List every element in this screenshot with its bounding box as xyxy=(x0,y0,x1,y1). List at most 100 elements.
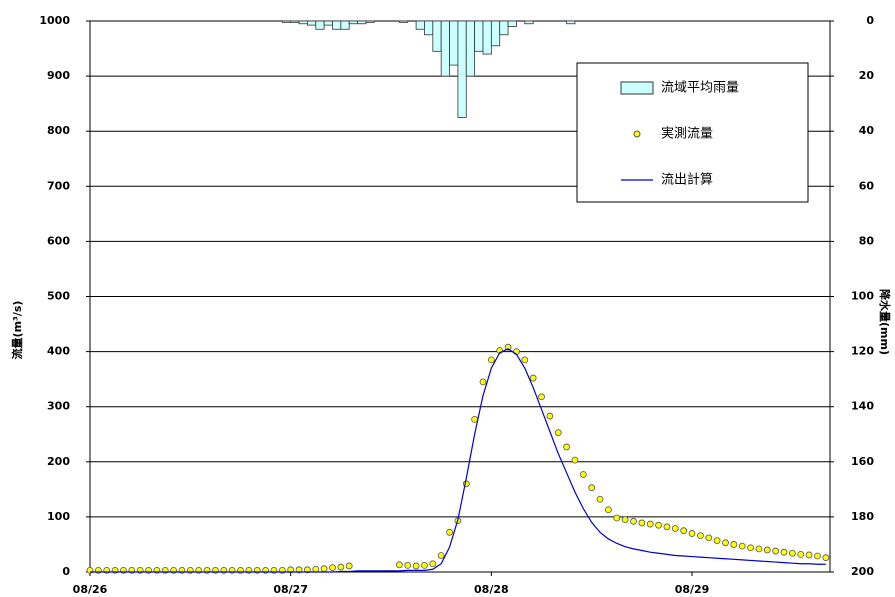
rain-bar xyxy=(415,20,425,30)
rain-bar xyxy=(449,20,459,66)
y-tick-label: 200 xyxy=(47,455,70,468)
obs-point xyxy=(337,563,345,571)
obs-point xyxy=(437,552,445,559)
y-axis-label: 流量(m³/s) xyxy=(10,301,24,360)
obs-point xyxy=(429,560,437,568)
y-tick-label: 300 xyxy=(47,400,70,413)
y2-tick-label: 120 xyxy=(851,345,874,358)
y-tick-label: 500 xyxy=(47,290,70,303)
y-tick-label: 400 xyxy=(47,345,70,358)
obs-point xyxy=(738,542,746,550)
y-tick-label: 900 xyxy=(47,69,70,82)
legend-box xyxy=(576,62,809,203)
obs-point xyxy=(655,521,662,529)
obs-point xyxy=(755,545,763,553)
rain-bar xyxy=(507,20,517,27)
obs-point xyxy=(688,530,696,537)
y-tick-label: 0 xyxy=(62,565,70,578)
rain-bar xyxy=(482,20,492,55)
y2-tick-label: 180 xyxy=(851,510,874,523)
x-tick-label: 08/26 xyxy=(73,583,108,596)
obs-point xyxy=(805,551,813,559)
obs-point xyxy=(763,546,771,554)
y2-axis-label: 降水量(mm) xyxy=(878,289,892,355)
obs-point xyxy=(304,566,311,574)
rain-bar xyxy=(348,20,358,25)
obs-point xyxy=(630,517,637,525)
obs-point xyxy=(797,550,805,558)
obs-point xyxy=(814,552,821,560)
obs-point xyxy=(329,564,336,571)
obs-point xyxy=(696,532,704,540)
obs-point xyxy=(663,523,671,531)
obs-point xyxy=(705,534,713,542)
rain-bar xyxy=(365,20,375,23)
obs-point xyxy=(479,378,487,386)
x-tick-label: 08/27 xyxy=(273,583,308,596)
rain-bar xyxy=(357,20,367,25)
obs-point xyxy=(730,541,738,548)
x-tick-label: 08/29 xyxy=(675,583,710,596)
obs-point xyxy=(295,566,303,574)
obs-point xyxy=(596,495,604,503)
rain-bar xyxy=(499,20,509,36)
obs-point xyxy=(621,516,629,524)
y2-tick-label: 0 xyxy=(866,14,874,27)
rain-bar xyxy=(290,20,300,23)
rain-bar xyxy=(340,20,350,30)
y-tick-label: 100 xyxy=(47,510,70,523)
rain-bar xyxy=(457,20,467,118)
obs-point xyxy=(529,374,537,382)
obs-point xyxy=(487,356,495,364)
obs-point xyxy=(638,519,646,527)
rain-bar xyxy=(281,20,292,23)
rain-bar xyxy=(307,20,317,26)
obs-point xyxy=(320,565,328,573)
rain-bar xyxy=(465,20,476,77)
obs-point xyxy=(646,520,654,528)
y2-tick-label: 200 xyxy=(851,565,874,578)
rain-bar xyxy=(323,20,333,26)
obs-point xyxy=(345,562,353,570)
legend-label: 流域平均雨量 xyxy=(661,81,739,96)
obs-point xyxy=(312,565,320,573)
legend-swatch xyxy=(633,130,641,138)
obs-point xyxy=(579,471,587,478)
obs-point xyxy=(747,544,754,552)
legend-label: 実測流量 xyxy=(661,126,713,142)
obs-point xyxy=(504,343,512,351)
obs-point xyxy=(722,539,729,547)
legend-label: 流出計算 xyxy=(661,172,713,188)
obs-point xyxy=(521,356,529,364)
y2-tick-label: 100 xyxy=(851,290,874,303)
y2-tick-label: 140 xyxy=(851,400,874,413)
obs-point xyxy=(395,561,403,569)
rain-bar xyxy=(440,20,450,77)
obs-point xyxy=(713,537,721,544)
y2-tick-label: 60 xyxy=(859,179,875,192)
rain-bar xyxy=(298,20,308,25)
rain-bar xyxy=(490,20,501,47)
rain-bar xyxy=(424,20,434,36)
y2-tick-label: 80 xyxy=(859,234,875,247)
obs-point xyxy=(563,443,571,451)
obs-point xyxy=(588,484,596,492)
calc-line xyxy=(90,348,826,573)
obs-point xyxy=(446,528,453,536)
rain-bar xyxy=(398,20,409,23)
obs-point xyxy=(605,506,612,514)
obs-point xyxy=(471,415,479,423)
obs-point xyxy=(780,548,788,556)
x-tick-label: 08/28 xyxy=(474,583,509,596)
rain-bar xyxy=(432,20,442,52)
obs-point xyxy=(404,561,412,569)
y-tick-label: 700 xyxy=(47,179,70,192)
obs-point xyxy=(287,566,295,574)
obs-point xyxy=(772,547,780,555)
obs-point xyxy=(554,429,562,436)
legend-swatch xyxy=(620,81,654,95)
obs-point xyxy=(412,562,420,570)
rain-bar xyxy=(315,20,325,30)
rain-bar xyxy=(332,20,342,30)
